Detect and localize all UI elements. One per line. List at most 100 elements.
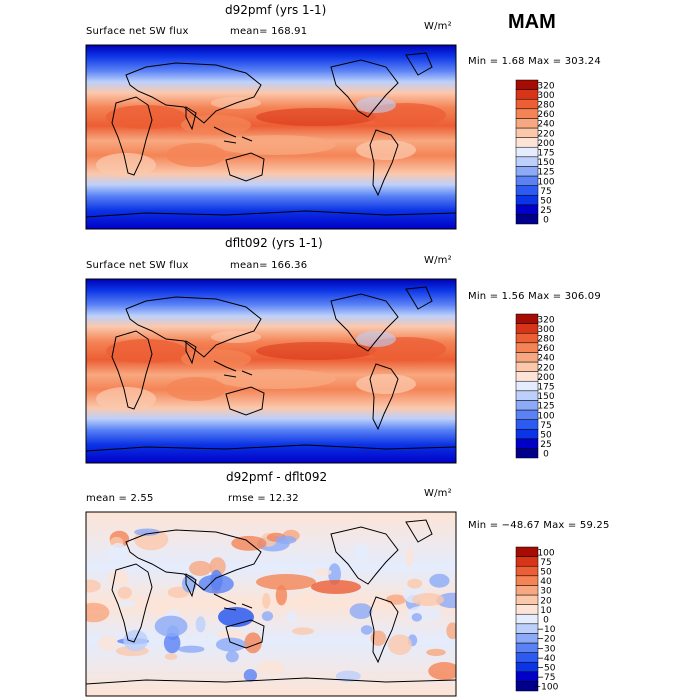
- field-contour: [116, 600, 137, 607]
- colorbar-swatch: [515, 546, 539, 557]
- colorbar-tick-label: 200: [537, 373, 554, 383]
- colorbar-tick-label: −10: [537, 625, 556, 635]
- panel1-variable-label: Surface net SW flux: [86, 26, 189, 37]
- field-contour: [261, 611, 274, 622]
- colorbar-swatch: [515, 118, 539, 129]
- colorbar-swatch: [515, 390, 539, 401]
- coastline: [125, 296, 262, 358]
- coastline: [111, 330, 153, 410]
- field-contour: [262, 592, 271, 609]
- coastline: [86, 444, 456, 452]
- coastline: [405, 519, 433, 543]
- coastline: [125, 62, 262, 124]
- field-contour: [405, 547, 414, 567]
- field-contour: [106, 339, 186, 363]
- field-contour: [256, 574, 316, 590]
- field-contour: [198, 574, 234, 594]
- colorbar-tick-label: −75: [537, 673, 556, 683]
- colorbar-swatch: [515, 79, 539, 90]
- field-contour: [181, 115, 251, 135]
- colorbar-swatch: [515, 146, 539, 158]
- field-contour: [195, 616, 206, 633]
- colorbar-tick-label: 25: [540, 206, 551, 216]
- coastline: [185, 573, 197, 598]
- colorbar-swatch: [515, 575, 539, 586]
- colorbar-swatch: [515, 594, 539, 605]
- colorbar-swatch: [515, 604, 539, 615]
- field-contour: [215, 637, 246, 652]
- colorbar-swatch: [515, 342, 539, 353]
- field-contour: [181, 349, 251, 369]
- panel2-minmax: Min = 1.56 Max = 306.09: [468, 291, 601, 302]
- coastline: [111, 563, 153, 643]
- colorbar-swatch: [515, 156, 539, 167]
- colorbar-swatch: [515, 652, 539, 663]
- colorbar-tick-label: 150: [537, 158, 554, 168]
- colorbar-swatch: [515, 565, 539, 577]
- field-contour: [298, 590, 318, 606]
- field-contour: [356, 331, 396, 347]
- colorbar-tick-label: 50: [540, 431, 552, 441]
- colorbar-tick-label: 280: [537, 101, 554, 111]
- colorbar-tick-label: 240: [537, 354, 554, 364]
- field-contour: [292, 627, 314, 635]
- colorbar-tick-label: 320: [537, 81, 554, 91]
- colorbar-swatch: [515, 89, 539, 100]
- coastline: [86, 210, 456, 218]
- colorbar-swatch: [515, 166, 539, 177]
- coastline: [225, 152, 265, 182]
- colorbar-tick-label: 320: [537, 315, 554, 325]
- colorbar-tick-label: 175: [537, 383, 554, 393]
- coastline: [213, 360, 253, 378]
- coastline: [369, 363, 399, 431]
- panel2-title: dflt092 (yrs 1-1): [225, 236, 323, 250]
- coastline: [405, 52, 433, 76]
- colorbar-tick-label: 75: [540, 187, 551, 197]
- colorbar-swatch: [515, 556, 539, 567]
- coastline: [213, 593, 253, 611]
- colorbar-tick-label: 25: [540, 440, 551, 450]
- colorbar-tick-label: 50: [540, 568, 552, 578]
- colorbar-swatch: [515, 332, 539, 344]
- coastline: [405, 286, 433, 310]
- colorbar-swatch: [515, 438, 539, 449]
- coastline: [330, 526, 399, 585]
- coastline: [111, 96, 153, 176]
- colorbar-swatch: [515, 633, 539, 644]
- field-contour: [108, 569, 129, 587]
- panel2-mean: mean= 166.36: [230, 260, 308, 271]
- coastline: [369, 129, 399, 197]
- coastline: [125, 529, 262, 591]
- field-contour: [349, 603, 373, 619]
- field-contour: [446, 622, 456, 640]
- coastline: [86, 677, 456, 685]
- field-contour: [217, 629, 246, 641]
- colorbar-tick-label: 260: [537, 344, 554, 354]
- colorbar-swatch: [515, 623, 539, 634]
- colorbar-tick-label: 100: [537, 411, 554, 421]
- field-contour: [311, 580, 361, 594]
- field-contour: [216, 135, 336, 155]
- colorbar-tick-label: 260: [537, 110, 554, 120]
- colorbar-swatch: [515, 661, 539, 673]
- field-contour: [257, 661, 285, 675]
- field-contour: [426, 648, 446, 657]
- field-contour: [256, 108, 376, 126]
- colorbar-tick-label: 50: [540, 197, 552, 207]
- field-contour: [370, 630, 387, 646]
- colorbar-swatch: [515, 448, 539, 459]
- panel3-title: d92pmf - dflt092: [226, 470, 328, 484]
- colorbar-tick-label: 30: [540, 587, 552, 597]
- colorbar-tick-label: 175: [537, 149, 554, 159]
- field-contour: [356, 374, 416, 394]
- panel2-variable-label: Surface net SW flux: [86, 260, 189, 271]
- colorbar-tick-label: 10: [540, 606, 552, 616]
- colorbar-swatch: [515, 671, 539, 682]
- field-contour: [411, 612, 423, 622]
- field-contour: [335, 670, 361, 682]
- coastline: [369, 596, 399, 664]
- field-contour: [387, 634, 412, 655]
- field-contour: [406, 605, 443, 622]
- coastline: [185, 106, 197, 131]
